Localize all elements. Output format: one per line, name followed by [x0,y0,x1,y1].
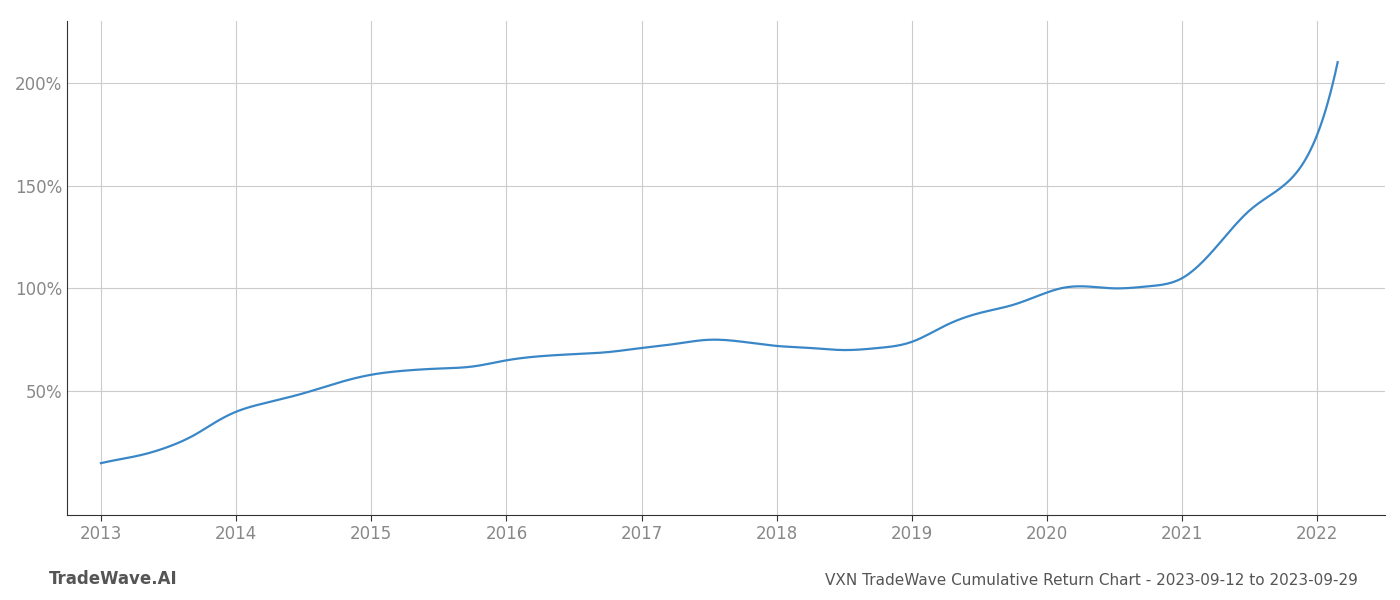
Text: TradeWave.AI: TradeWave.AI [49,570,178,588]
Text: VXN TradeWave Cumulative Return Chart - 2023-09-12 to 2023-09-29: VXN TradeWave Cumulative Return Chart - … [825,573,1358,588]
